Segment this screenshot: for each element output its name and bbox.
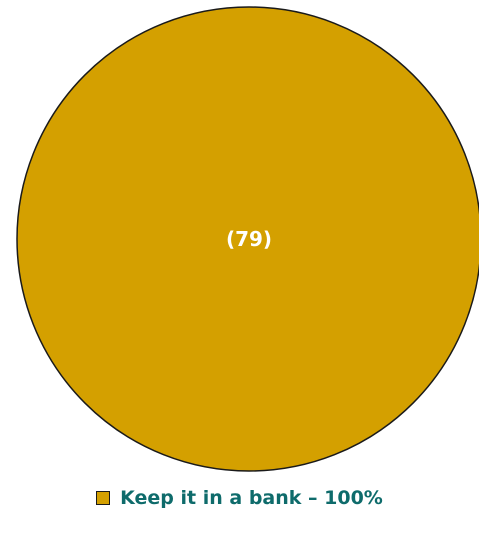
pie-slice-count-label: (79): [226, 227, 272, 251]
pie-slice-keep-it-in-a-bank: [16, 6, 479, 472]
pie-labels: (79): [226, 227, 272, 251]
pie-slices: [16, 6, 479, 472]
legend-label-keep-it-in-a-bank: Keep it in a bank – 100%: [120, 487, 383, 509]
pie-chart: (79): [16, 6, 479, 472]
legend-swatch-keep-it-in-a-bank: [96, 491, 111, 505]
legend: Keep it in a bank – 100%: [0, 478, 479, 518]
